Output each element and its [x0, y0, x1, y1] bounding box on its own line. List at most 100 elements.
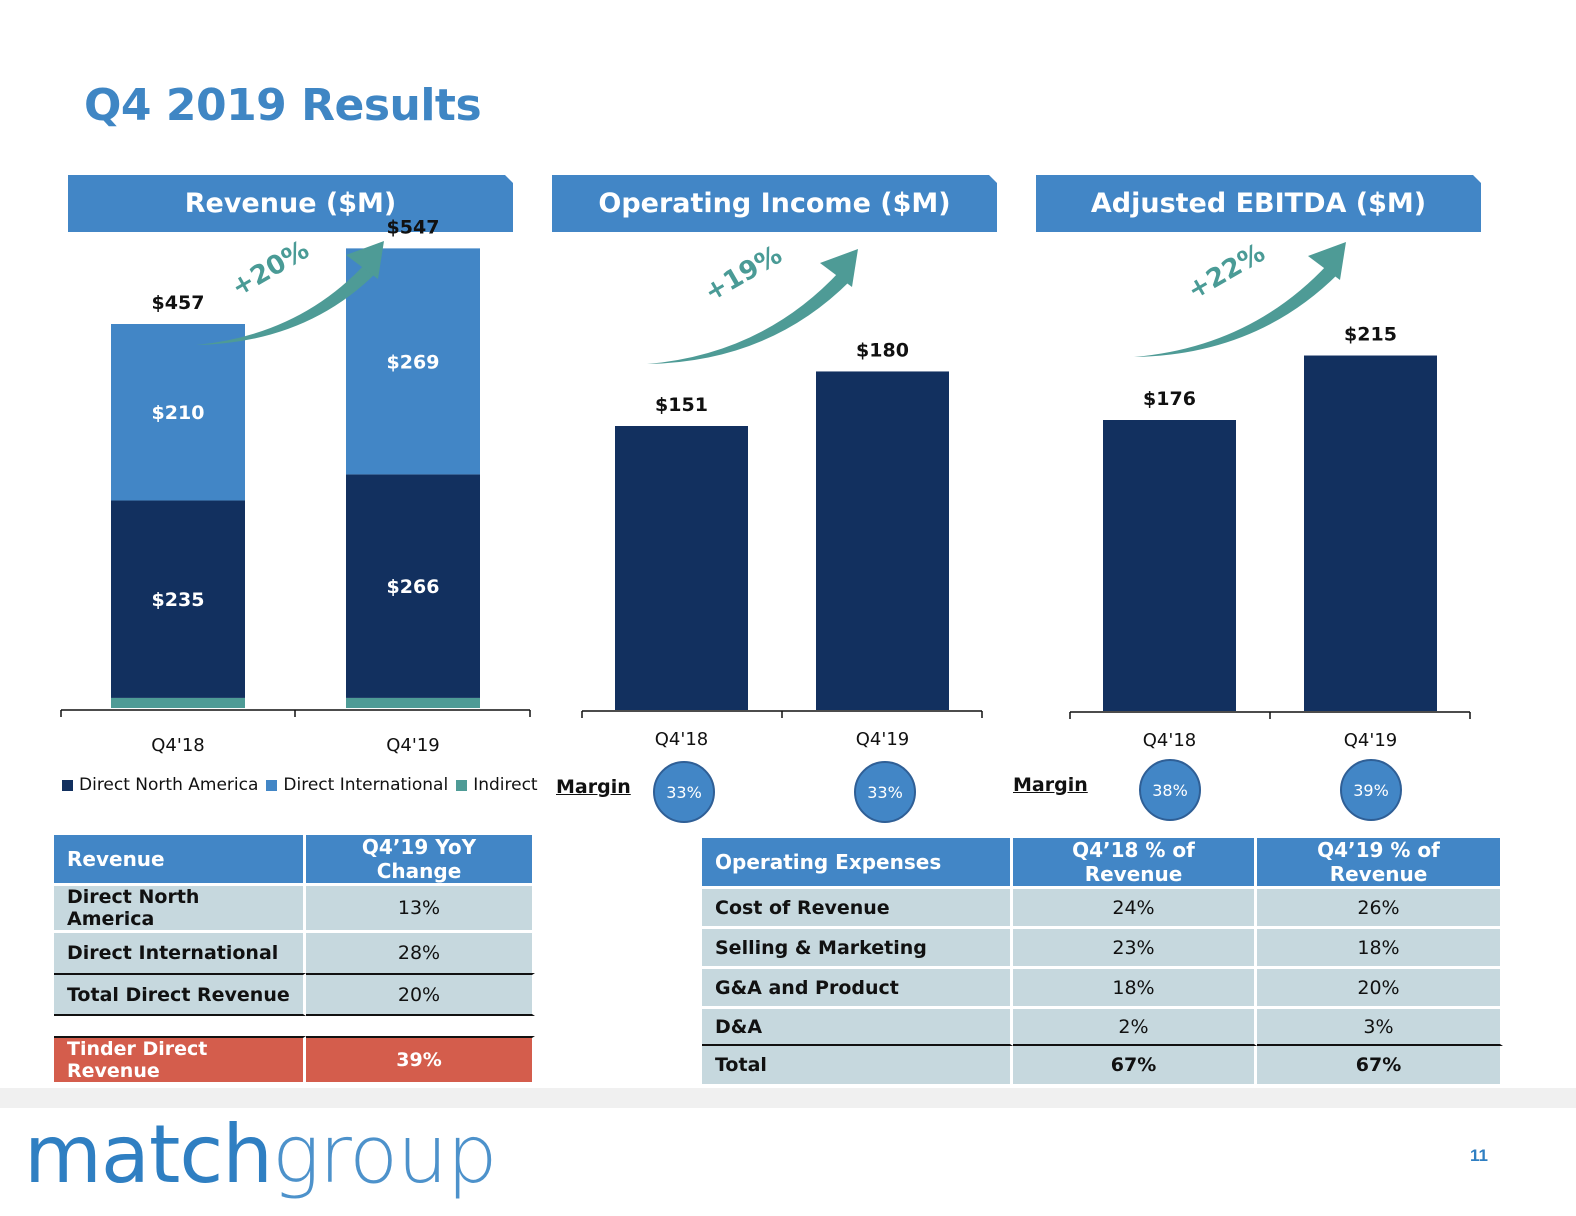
x-tick-label-q4-19: Q4'19	[856, 729, 909, 750]
legend-label: Direct International	[283, 775, 449, 795]
operating-income-m-arrow-head	[820, 249, 858, 287]
data-label-direct-international: $210	[152, 402, 205, 424]
legend-swatch	[456, 779, 468, 791]
revenue-arrow-body	[196, 263, 376, 345]
data-label-q4-19: $215	[1344, 324, 1397, 346]
row-value: 18%	[1013, 966, 1257, 1006]
table-header-row: Operating Expenses Q4’18 % of Revenue Q4…	[702, 838, 1503, 886]
operating-income-m-arrow-body	[647, 271, 850, 364]
row-label: Tinder Direct Revenue	[54, 1036, 306, 1082]
adjusted-ebitda-header: Adjusted EBITDA ($M)	[1036, 175, 1481, 232]
table-row: Direct International 28%	[54, 930, 535, 973]
table-row-total: Total Direct Revenue 20%	[54, 973, 535, 1016]
revenue-legend: Direct North America Direct Internationa…	[62, 775, 538, 795]
col-header-q418: Q4’18 % of Revenue	[1013, 838, 1257, 886]
spacer-cell	[54, 1016, 306, 1036]
bar-q4-18	[1103, 420, 1236, 711]
legend-label: Indirect	[473, 775, 538, 795]
revenue-yoy-table: Revenue Q4’19 YoY Change Direct North Am…	[54, 835, 535, 1082]
col-header-yoy: Q4’19 YoY Change	[306, 835, 535, 883]
operating-expenses-table: Operating Expenses Q4’18 % of Revenue Q4…	[702, 838, 1503, 1084]
table-row: Direct North America 13%	[54, 883, 535, 930]
row-label: Direct North America	[54, 883, 306, 930]
revenue-growth-label: +20%	[227, 235, 315, 303]
legend-swatch	[62, 779, 73, 791]
adjusted-ebitda-chart: $176 Q4'18 $215 Q4'19 +22%	[1069, 238, 1471, 751]
data-label-total: $457	[152, 292, 205, 314]
x-tick-label-q4-18: Q4'18	[151, 735, 204, 756]
legend-item-direct-north-america: Direct North America	[62, 775, 258, 795]
col-header-revenue: Revenue	[54, 835, 306, 883]
page-number: 11	[1470, 1146, 1488, 1165]
data-label-indirect: $12	[160, 706, 196, 726]
operating-income-header: Operating Income ($M)	[552, 175, 997, 232]
row-label: Direct International	[54, 930, 306, 973]
row-value: 24%	[1013, 886, 1257, 926]
col-header-opex: Operating Expenses	[702, 838, 1013, 886]
operating-margin-label: Margin	[556, 776, 631, 798]
data-label-q4-18: $176	[1143, 388, 1196, 410]
row-value: 2%	[1013, 1006, 1257, 1046]
operating-margin-q419: 33%	[854, 761, 916, 823]
bar-indirect-q4-19	[346, 697, 480, 708]
bar-q4-18	[615, 426, 748, 710]
ebitda-margin-q419: 39%	[1340, 759, 1402, 821]
adjusted-ebitda-m-arrow-body	[1134, 264, 1338, 357]
row-value: 28%	[306, 930, 535, 973]
table-header-row: Revenue Q4’19 YoY Change	[54, 835, 535, 883]
row-value: 39%	[306, 1036, 535, 1082]
row-label: Cost of Revenue	[702, 886, 1013, 926]
row-value: 26%	[1257, 886, 1503, 926]
adjusted-ebitda-m-arrow-head	[1308, 242, 1346, 280]
legend-item-direct-international: Direct International	[266, 775, 448, 795]
row-value: 3%	[1257, 1006, 1503, 1046]
bar-direct-international-q4-18	[111, 324, 245, 501]
revenue-arrow-head	[346, 241, 384, 279]
matchgroup-logo: matchgroup	[24, 1108, 498, 1201]
x-tick-label-q4-18: Q4'18	[1143, 730, 1196, 751]
row-label: Total Direct Revenue	[54, 973, 306, 1016]
x-tick-label-q4-19: Q4'19	[386, 735, 439, 756]
bar-direct-north-america-q4-19	[346, 474, 480, 698]
row-value: 67%	[1257, 1046, 1503, 1084]
tinder-direct-revenue-row: Tinder Direct Revenue 39%	[54, 1036, 535, 1082]
row-value: 18%	[1257, 926, 1503, 966]
operating-margin-q418: 33%	[653, 761, 715, 823]
operating-income-m-growth-label: +19%	[700, 240, 788, 308]
row-value: 67%	[1013, 1046, 1257, 1084]
bar-q4-19	[816, 371, 949, 710]
legend-swatch	[266, 779, 278, 791]
row-value: 20%	[1257, 966, 1503, 1006]
col-header-q419: Q4’19 % of Revenue	[1257, 838, 1503, 886]
table-row: G&A and Product 18% 20%	[702, 966, 1503, 1006]
row-label: G&A and Product	[702, 966, 1013, 1006]
table-row: Selling & Marketing 23% 18%	[702, 926, 1503, 966]
data-label-direct-north-america: $266	[387, 576, 440, 598]
logo-part-group: group	[272, 1108, 498, 1201]
footer-band	[0, 1088, 1576, 1108]
table-spacer	[54, 1016, 535, 1036]
table-row: Cost of Revenue 24% 26%	[702, 886, 1503, 926]
bar-indirect-q4-18	[111, 697, 245, 708]
ebitda-margin-label: Margin	[1013, 774, 1088, 796]
row-label: D&A	[702, 1006, 1013, 1046]
data-label-total: $547	[387, 216, 440, 238]
operating-income-chart: $151 Q4'18 $180 Q4'19 +19%	[581, 240, 983, 750]
data-label-direct-north-america: $235	[152, 589, 205, 611]
x-tick-label-q4-18: Q4'18	[655, 729, 708, 750]
bar-direct-north-america-q4-18	[111, 500, 245, 698]
page-title: Q4 2019 Results	[84, 80, 482, 131]
logo-part-match: match	[24, 1108, 273, 1201]
table-row-total: Total 67% 67%	[702, 1046, 1503, 1084]
ebitda-margin-q418: 38%	[1139, 759, 1201, 821]
row-value: 23%	[1013, 926, 1257, 966]
revenue-chart: $235 $210 $12 $457 Q4'18 $266 $269 $12 $547 Q4'19…	[60, 216, 531, 756]
table-row: D&A 2% 3%	[702, 1006, 1503, 1046]
data-label-q4-19: $180	[856, 339, 909, 361]
bar-direct-international-q4-19	[346, 248, 480, 475]
data-label-direct-international: $269	[387, 351, 440, 373]
row-value: 20%	[306, 973, 535, 1016]
adjusted-ebitda-m-growth-label: +22%	[1183, 238, 1271, 306]
data-label-q4-18: $151	[655, 394, 708, 416]
row-label: Total	[702, 1046, 1013, 1084]
